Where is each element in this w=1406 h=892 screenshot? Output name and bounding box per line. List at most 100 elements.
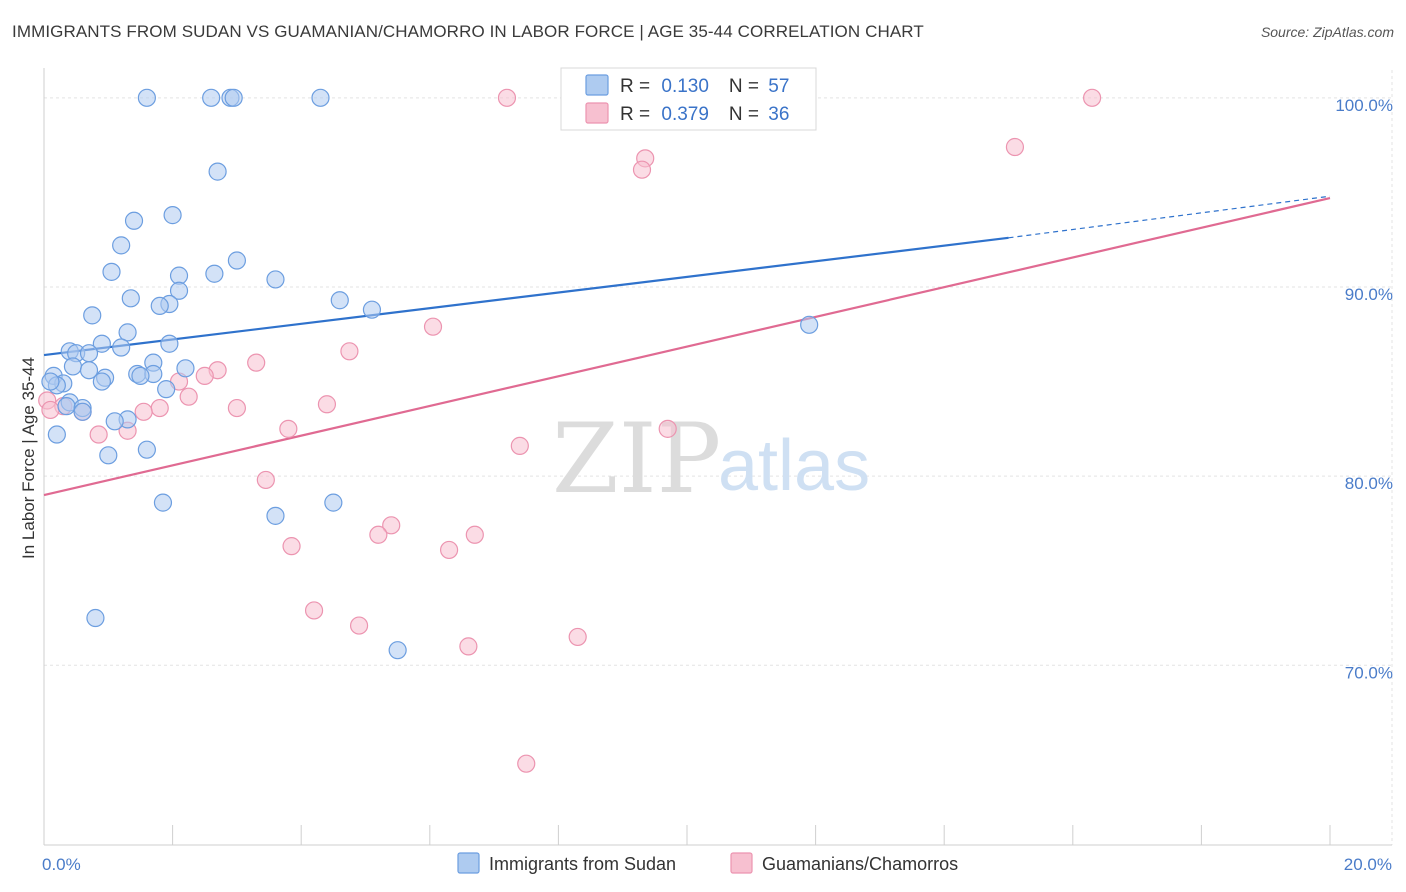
data-point-sudan bbox=[208, 162, 227, 181]
data-point-sudan bbox=[73, 402, 92, 421]
data-point-sudan bbox=[112, 236, 131, 255]
trend-lines bbox=[43, 195, 1331, 497]
legend-r-label-1: R = bbox=[620, 76, 655, 97]
data-point-guamanians bbox=[382, 516, 401, 535]
data-point-guamanians bbox=[282, 537, 301, 556]
watermark-zip: ZIP bbox=[552, 403, 721, 515]
y-tick-label: 100.0% bbox=[1335, 96, 1393, 115]
x-tick-labels: 0.0% 20.0% bbox=[42, 855, 1392, 874]
data-point-sudan bbox=[124, 211, 144, 230]
trend-line-sudan bbox=[43, 236, 1009, 357]
y-tick-labels: 70.0% 80.0% 90.0% 100.0% bbox=[1335, 96, 1393, 682]
data-point-guamanians bbox=[317, 395, 337, 414]
trend-line-sudan-extension bbox=[1008, 195, 1331, 239]
data-point-guamanians bbox=[41, 400, 60, 420]
data-point-sudan bbox=[99, 446, 118, 465]
series-legend: Immigrants from Sudan Guamanians/Chamorr… bbox=[457, 852, 958, 874]
data-point-sudan bbox=[157, 380, 176, 399]
data-point-guamanians bbox=[439, 540, 459, 560]
data-point-sudan bbox=[227, 251, 246, 270]
legend-r-value-2: 0.379 bbox=[661, 104, 709, 125]
data-point-sudan bbox=[205, 264, 224, 283]
data-point-sudan bbox=[83, 306, 102, 325]
data-point-guamanians bbox=[195, 366, 214, 385]
data-point-guamanians bbox=[510, 436, 529, 455]
data-point-sudan bbox=[112, 338, 131, 357]
data-point-sudan bbox=[92, 334, 111, 353]
data-point-guamanians bbox=[369, 525, 388, 544]
x-tick-label: 0.0% bbox=[42, 855, 81, 874]
series-guamanians-points bbox=[38, 88, 1102, 773]
watermark-atlas: atlas bbox=[718, 426, 870, 506]
legend-n-label-2: N = bbox=[729, 104, 764, 125]
data-point-guamanians bbox=[497, 88, 517, 107]
data-point-guamanians bbox=[179, 387, 198, 406]
data-point-sudan bbox=[311, 88, 330, 107]
legend-r-label-2: R = bbox=[620, 104, 655, 125]
legend-swatch-pink bbox=[585, 102, 609, 124]
data-point-sudan bbox=[63, 357, 83, 376]
data-point-guamanians bbox=[150, 398, 169, 418]
y-tick-label: 90.0% bbox=[1345, 285, 1393, 304]
data-point-guamanians bbox=[279, 419, 298, 438]
data-point-guamanians bbox=[1005, 137, 1025, 157]
data-point-sudan bbox=[176, 359, 195, 378]
page-title: IMMIGRANTS FROM SUDAN VS GUAMANIAN/CHAMO… bbox=[12, 22, 924, 41]
data-point-guamanians bbox=[517, 754, 536, 773]
series-legend-swatch-guamanians bbox=[730, 852, 753, 874]
data-point-guamanians bbox=[134, 402, 153, 421]
y-tick-label: 70.0% bbox=[1345, 663, 1393, 682]
series-legend-swatch-sudan bbox=[457, 852, 480, 874]
source-label: Source: ZipAtlas.com bbox=[1260, 24, 1394, 40]
data-point-sudan bbox=[266, 506, 285, 525]
data-point-guamanians bbox=[568, 627, 587, 647]
data-point-guamanians bbox=[247, 353, 266, 372]
data-point-sudan bbox=[92, 372, 111, 391]
data-point-sudan bbox=[86, 608, 105, 628]
data-point-guamanians bbox=[465, 525, 484, 544]
data-point-sudan bbox=[362, 300, 382, 319]
data-point-sudan bbox=[160, 334, 179, 353]
data-point-sudan bbox=[118, 323, 137, 342]
data-point-sudan bbox=[105, 412, 124, 431]
data-point-sudan bbox=[131, 366, 150, 385]
data-point-sudan bbox=[224, 88, 243, 107]
data-point-sudan bbox=[266, 270, 285, 289]
data-point-sudan bbox=[800, 315, 819, 334]
data-point-sudan bbox=[202, 88, 221, 107]
legend-n-value-2: 36 bbox=[768, 104, 789, 125]
data-point-sudan bbox=[137, 440, 156, 459]
y-tick-label: 80.0% bbox=[1345, 474, 1393, 493]
stats-legend: R = 0.130 N = 57 R = 0.379 N = 36 bbox=[560, 67, 817, 131]
data-point-sudan bbox=[121, 289, 140, 308]
series-sudan-points bbox=[41, 88, 819, 660]
legend-swatch-blue bbox=[585, 74, 609, 96]
trend-line-guamanians bbox=[43, 197, 1331, 497]
data-point-guamanians bbox=[89, 425, 108, 444]
data-point-guamanians bbox=[658, 419, 677, 438]
data-point-sudan bbox=[388, 641, 407, 660]
data-point-sudan bbox=[169, 281, 189, 300]
series-legend-label-guamanians: Guamanians/Chamorros bbox=[762, 854, 958, 874]
axes bbox=[43, 68, 1392, 846]
data-point-guamanians bbox=[423, 317, 443, 336]
legend-r-value-1: 0.130 bbox=[661, 76, 709, 97]
data-point-guamanians bbox=[340, 342, 359, 361]
data-point-guamanians bbox=[304, 601, 324, 620]
data-point-sudan bbox=[153, 493, 173, 512]
data-point-sudan bbox=[79, 344, 99, 363]
data-point-guamanians bbox=[459, 637, 478, 656]
data-point-sudan bbox=[47, 425, 66, 444]
legend-n-label-1: N = bbox=[729, 76, 764, 97]
data-point-sudan bbox=[150, 296, 169, 316]
data-point-guamanians bbox=[227, 398, 246, 418]
legend-n-value-1: 57 bbox=[768, 76, 789, 97]
data-point-sudan bbox=[169, 266, 189, 285]
data-point-sudan bbox=[324, 493, 343, 512]
series-legend-label-sudan: Immigrants from Sudan bbox=[489, 854, 676, 874]
data-point-sudan bbox=[330, 291, 349, 310]
data-point-guamanians bbox=[256, 470, 275, 490]
